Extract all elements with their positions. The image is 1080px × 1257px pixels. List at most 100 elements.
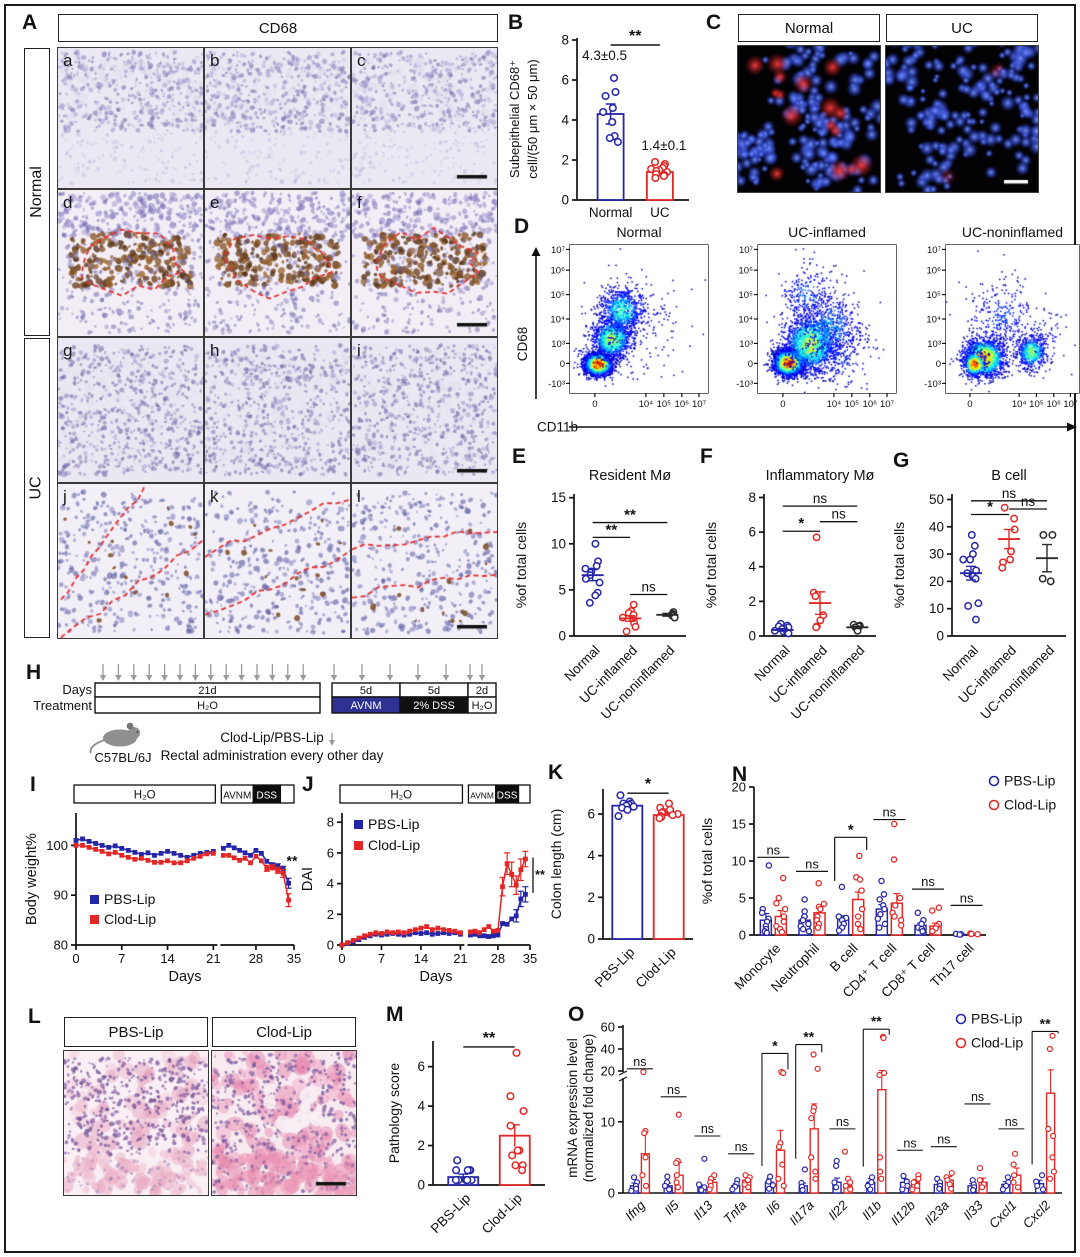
svg-text:10⁶: 10⁶ bbox=[675, 399, 690, 410]
svg-text:30: 30 bbox=[929, 547, 944, 562]
svg-text:Il22: Il22 bbox=[825, 1197, 851, 1223]
svg-text:20: 20 bbox=[732, 780, 746, 795]
svg-text:4: 4 bbox=[327, 876, 334, 891]
svg-text:C57BL/6J: C57BL/6J bbox=[94, 750, 151, 765]
svg-text:*: * bbox=[848, 822, 854, 838]
svg-text:5d: 5d bbox=[428, 685, 440, 697]
svg-text:10⁷: 10⁷ bbox=[880, 399, 895, 410]
svg-text:**: ** bbox=[1040, 1015, 1051, 1031]
panel-d-flow-cytometry: Normal10⁷10⁶10⁵10⁴10³0-10³010⁴10⁵10⁶10⁷R… bbox=[505, 214, 1080, 446]
panel-i-bodyweight-line-chart: H₂O AVNM DSS 80 90 100 0 7 14 21 28 35 Days Body weig… bbox=[20, 773, 308, 1001]
svg-text:ns: ns bbox=[642, 580, 657, 595]
svg-text:ns: ns bbox=[735, 1140, 748, 1154]
svg-text:Il13: Il13 bbox=[690, 1197, 716, 1223]
panel-c-title-normal-text: Normal bbox=[784, 19, 834, 37]
svg-text:21d: 21d bbox=[198, 685, 216, 697]
svg-text:8: 8 bbox=[748, 490, 756, 505]
svg-text:40: 40 bbox=[601, 1042, 615, 1057]
panel-a-group-uc-label: UC bbox=[27, 476, 45, 500]
svg-text:PBS-Lip: PBS-Lip bbox=[971, 1011, 1023, 1027]
svg-text:7: 7 bbox=[118, 951, 125, 966]
svg-text:8: 8 bbox=[327, 815, 334, 830]
svg-text:Clod-Lip/PBS-Lip: Clod-Lip/PBS-Lip bbox=[220, 730, 324, 745]
svg-text:10⁶: 10⁶ bbox=[863, 399, 878, 410]
ihc-tile-letter-b: b bbox=[210, 51, 220, 70]
svg-text:4.3±0.5: 4.3±0.5 bbox=[582, 48, 627, 63]
svg-text:ns: ns bbox=[766, 842, 780, 857]
panel-h-label: H bbox=[26, 661, 42, 684]
panel-a-group-uc: UC bbox=[24, 338, 50, 638]
svg-text:AVNM: AVNM bbox=[351, 700, 382, 712]
panel-c-if-images: Normal UC CD68DAPI bbox=[702, 12, 1078, 198]
svg-text:DAI: DAI bbox=[300, 867, 316, 891]
panel-c-title-uc-text: UC bbox=[951, 19, 973, 37]
svg-text:ns: ns bbox=[836, 1115, 849, 1129]
svg-text:cell/(50 μm × 50 μm): cell/(50 μm × 50 μm) bbox=[525, 59, 540, 178]
svg-text:2: 2 bbox=[587, 890, 595, 905]
svg-text:0: 0 bbox=[780, 399, 785, 410]
flow-density-plot-2 bbox=[946, 245, 1079, 393]
svg-text:4: 4 bbox=[748, 559, 756, 574]
panel-a-group-normal: Normal bbox=[24, 48, 50, 336]
svg-text:UC: UC bbox=[650, 205, 670, 220]
svg-text:10⁴: 10⁴ bbox=[926, 315, 941, 326]
svg-text:4: 4 bbox=[417, 1099, 425, 1114]
svg-text:5: 5 bbox=[558, 582, 566, 597]
ihc-tile-letter-e: e bbox=[210, 193, 220, 212]
svg-text:Normal: Normal bbox=[616, 224, 661, 240]
svg-text:Normal: Normal bbox=[589, 205, 633, 220]
svg-text:Body weight%: Body weight% bbox=[24, 833, 40, 925]
svg-text:ns: ns bbox=[805, 856, 819, 871]
svg-text:B cell: B cell bbox=[827, 941, 861, 975]
svg-text:0: 0 bbox=[739, 928, 746, 943]
svg-text:Il1b: Il1b bbox=[859, 1198, 884, 1223]
svg-text:0: 0 bbox=[561, 193, 569, 208]
svg-text:0: 0 bbox=[560, 359, 565, 370]
svg-text:UC-inflamed: UC-inflamed bbox=[788, 224, 866, 240]
svg-text:ns: ns bbox=[633, 1055, 646, 1069]
svg-text:AVNM: AVNM bbox=[470, 791, 494, 801]
panel-l-title-clod: Clod-Lip bbox=[212, 1017, 356, 1047]
ihc-image-c bbox=[351, 47, 498, 189]
svg-text:*: * bbox=[772, 1037, 778, 1053]
ihc-tile-letter-i: i bbox=[357, 341, 361, 360]
ihc-image-l bbox=[351, 483, 498, 639]
svg-text:10⁷: 10⁷ bbox=[927, 245, 942, 256]
panel-c-title-normal: Normal bbox=[738, 14, 880, 42]
svg-text:10⁵: 10⁵ bbox=[657, 399, 672, 410]
if-image-uc bbox=[885, 45, 1039, 193]
ihc-tile-letter-c: c bbox=[357, 51, 366, 70]
svg-text:**: ** bbox=[483, 1030, 496, 1047]
svg-text:PBS-Lip: PBS-Lip bbox=[368, 816, 420, 832]
panel-b-bar-chart: 0 2 4 6 8 Normal UC 4.3±0.5 1.4±0.1 ** Subepitheli… bbox=[505, 14, 705, 238]
svg-text:ns: ns bbox=[921, 874, 935, 889]
svg-text:**: ** bbox=[605, 521, 617, 538]
svg-text:2d: 2d bbox=[476, 685, 488, 697]
svg-text:ns: ns bbox=[960, 890, 974, 905]
svg-text:Colon length (cm): Colon length (cm) bbox=[548, 809, 564, 920]
svg-text:10: 10 bbox=[929, 601, 944, 616]
ihc-tile-letter-g: g bbox=[63, 341, 73, 360]
svg-text:10⁴: 10⁴ bbox=[738, 315, 753, 326]
svg-text:10⁵: 10⁵ bbox=[1029, 399, 1044, 410]
svg-text:AVNM: AVNM bbox=[223, 791, 251, 802]
svg-text:0: 0 bbox=[967, 399, 972, 410]
svg-text:6: 6 bbox=[417, 1059, 425, 1074]
svg-text:**: ** bbox=[287, 852, 298, 868]
panel-j-label: J bbox=[302, 773, 314, 796]
panel-c-label: C bbox=[706, 11, 722, 34]
panel-d-label: D bbox=[514, 215, 530, 238]
svg-text:0: 0 bbox=[417, 1178, 425, 1193]
svg-text:10³: 10³ bbox=[551, 339, 565, 350]
ihc-image-h bbox=[204, 337, 351, 483]
svg-text:B cell: B cell bbox=[991, 468, 1026, 484]
svg-text:ns: ns bbox=[832, 507, 847, 522]
svg-text:10⁴: 10⁴ bbox=[639, 399, 654, 410]
svg-text:Ifng: Ifng bbox=[622, 1197, 648, 1223]
svg-text:Il33: Il33 bbox=[960, 1197, 986, 1223]
svg-text:Il23a: Il23a bbox=[921, 1198, 952, 1229]
svg-text:0: 0 bbox=[748, 629, 756, 644]
panel-f-inflammatory-scatter: 0 2 4 6 8 Normal UC-inflamed UC-noninflamed ns ns… bbox=[698, 448, 890, 740]
svg-text:60: 60 bbox=[601, 1020, 615, 1035]
svg-text:0: 0 bbox=[327, 938, 334, 953]
